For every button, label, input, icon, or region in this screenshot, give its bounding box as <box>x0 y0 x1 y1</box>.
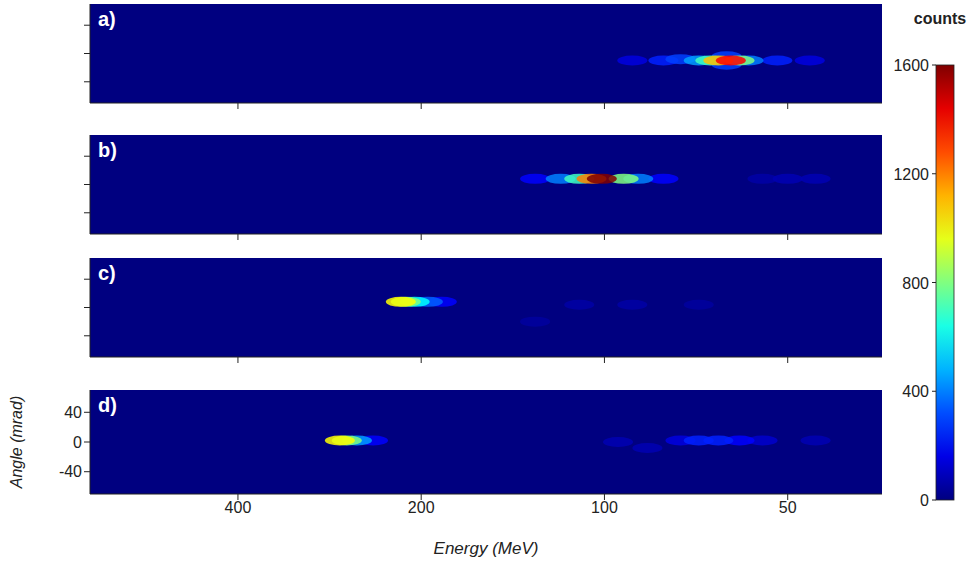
svg-text:Energy (MeV): Energy (MeV) <box>434 539 539 558</box>
svg-text:100: 100 <box>591 499 618 516</box>
svg-text:-40: -40 <box>59 463 82 480</box>
svg-text:800: 800 <box>902 275 929 292</box>
svg-text:400: 400 <box>225 499 252 516</box>
html-text:d): d) <box>98 394 117 416</box>
svg-text:1200: 1200 <box>893 166 929 183</box>
svg-text:1600: 1600 <box>893 57 929 74</box>
svg-text:400: 400 <box>902 383 929 400</box>
svg-text:50: 50 <box>779 499 797 516</box>
svg-text:0: 0 <box>73 434 82 451</box>
svg-text:40: 40 <box>64 404 82 421</box>
svg-text:0: 0 <box>920 492 929 509</box>
html-text:b): b) <box>98 139 117 161</box>
html-text:a): a) <box>98 8 116 30</box>
svg-text:Angle (mrad): Angle (mrad) <box>8 396 25 489</box>
svg-text:200: 200 <box>408 499 435 516</box>
svg-text:counts: counts <box>914 10 967 27</box>
html-text:c): c) <box>98 262 116 284</box>
